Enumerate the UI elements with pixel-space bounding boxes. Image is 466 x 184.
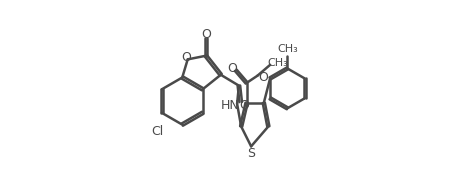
Text: O: O — [227, 62, 237, 75]
Text: O: O — [181, 51, 191, 64]
Text: O: O — [201, 28, 211, 40]
Text: O: O — [240, 99, 249, 112]
Text: O: O — [258, 71, 268, 84]
Text: Cl: Cl — [151, 125, 163, 138]
Text: S: S — [247, 147, 255, 160]
Text: CH₃: CH₃ — [267, 58, 288, 68]
Text: CH₃: CH₃ — [277, 43, 298, 54]
Text: HN: HN — [220, 99, 239, 112]
